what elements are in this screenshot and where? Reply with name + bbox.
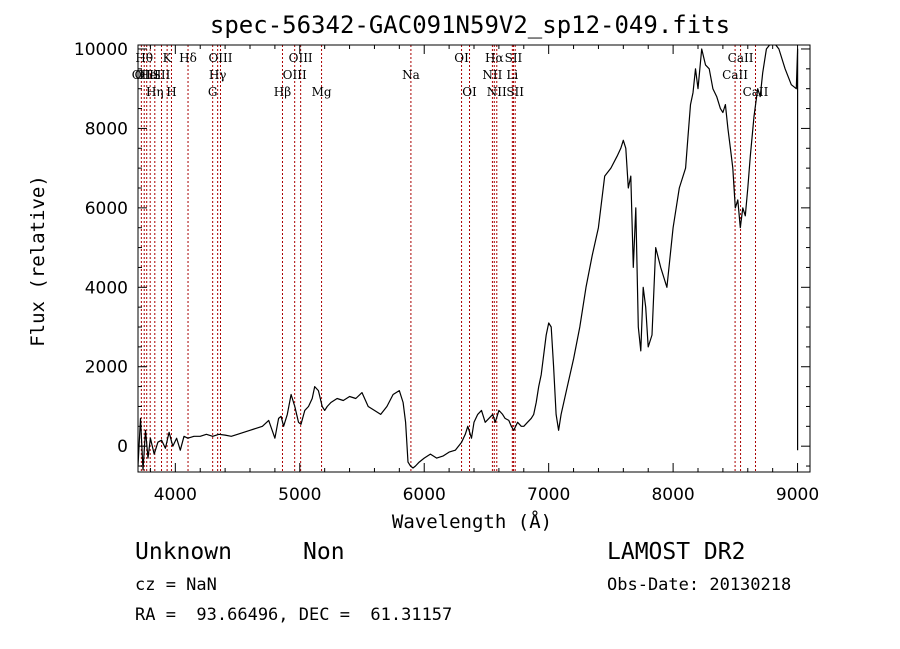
line-marker-label: Hβ <box>274 85 291 99</box>
chart-title: spec-56342-GAC091N59V2_sp12-049.fits <box>210 11 730 39</box>
y-tick-label: 10000 <box>74 40 128 60</box>
line-marker-label: OI <box>454 51 469 65</box>
y-tick-label: 4000 <box>85 278 128 298</box>
line-marker-label: OIII <box>283 68 307 82</box>
y-tick-label: 8000 <box>85 119 128 139</box>
coordinates-readout: RA = 93.66496, DEC = 61.31157 <box>135 605 452 625</box>
line-marker-label: Li <box>506 68 518 82</box>
line-marker-label: G <box>208 85 218 99</box>
line-marker-label: Na <box>402 68 420 82</box>
x-tick-label: 5000 <box>278 485 321 505</box>
x-tick-label: 6000 <box>403 485 446 505</box>
x-tick-label: 7000 <box>527 485 570 505</box>
x-tick-label: 8000 <box>651 485 694 505</box>
line-marker-label: CaII <box>722 68 748 82</box>
line-annotation-labels: OIIHθOIIIHeIHηSIIKHHδGHγOIIIHβOIIIOIIIMg… <box>132 51 769 99</box>
line-marker-label: OIII <box>135 68 159 82</box>
line-marker-label: SII <box>505 51 523 65</box>
y-axis: 0 2000 4000 6000 8000 10000 <box>74 40 810 467</box>
y-tick-label: 2000 <box>85 358 128 378</box>
line-marker-label: Hθ <box>135 51 153 65</box>
observation-date: Obs-Date: 20130218 <box>607 575 791 595</box>
survey-name: LAMOST DR2 <box>607 539 745 565</box>
x-axis: 4000 5000 6000 7000 8000 9000 <box>149 45 819 505</box>
y-tick-label: 6000 <box>85 199 128 219</box>
line-marker-label: OI <box>462 85 477 99</box>
line-marker-label: NII <box>482 68 502 82</box>
line-marker-label: NII <box>487 85 507 99</box>
object-class: Unknown <box>135 539 232 565</box>
footer-info: Unknown Non cz = NaN RA = 93.66496, DEC … <box>135 539 791 625</box>
line-marker-label: K <box>163 51 173 65</box>
line-marker-label: OII <box>132 68 152 82</box>
line-marker-label: SII <box>506 85 524 99</box>
line-marker-label: Hα <box>485 51 504 65</box>
x-axis-label: Wavelength (Å) <box>392 510 552 533</box>
line-marker-label: OIII <box>289 51 313 65</box>
line-annotations <box>140 45 756 472</box>
redshift-readout: cz = NaN <box>135 575 217 595</box>
line-marker-label: SII <box>153 68 171 82</box>
x-tick-label: 9000 <box>776 485 819 505</box>
object-subclass: Non <box>303 539 345 565</box>
spectrum-line-0 <box>138 45 799 471</box>
line-marker-label: CaII <box>728 51 754 65</box>
plot-frame <box>137 44 811 473</box>
line-marker-label: Mg <box>312 85 332 99</box>
line-marker-label: OIII <box>208 51 232 65</box>
series-group <box>138 45 799 471</box>
y-axis-label: Flux (relative) <box>27 175 49 347</box>
line-marker-label: Hη <box>146 85 164 99</box>
line-marker-label: CaII <box>743 85 769 99</box>
y-tick-label: 0 <box>117 437 128 457</box>
line-marker-label: HeI <box>139 68 162 82</box>
line-marker-label: H <box>166 85 176 99</box>
line-marker-label: Hγ <box>209 68 227 82</box>
plot-area: 4000 5000 6000 7000 8000 9000 0 2000 4000 6000 80… <box>74 40 819 505</box>
line-marker-label: Hδ <box>179 51 197 65</box>
x-tick-label: 4000 <box>154 485 197 505</box>
